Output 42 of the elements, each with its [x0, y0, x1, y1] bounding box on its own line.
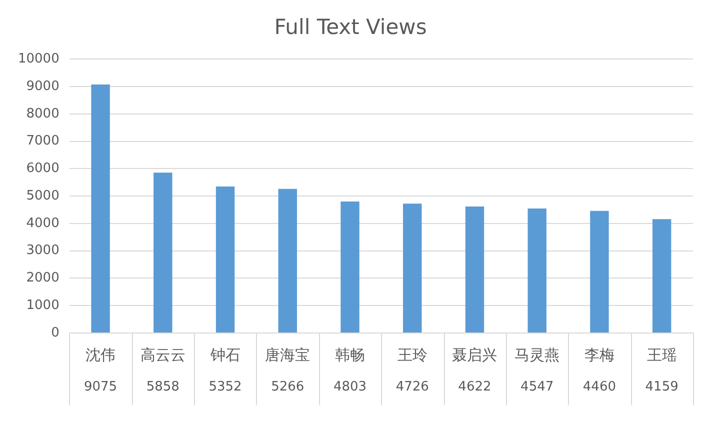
bar — [154, 172, 172, 332]
chart-title: Full Text Views — [274, 15, 427, 40]
x-tick-label: 钟石 — [209, 346, 240, 364]
x-tick-label: 唐海宝 — [265, 346, 310, 364]
data-label: 9075 — [84, 379, 118, 394]
y-tick-label: 7000 — [26, 134, 60, 149]
x-tick-label: 高云云 — [140, 346, 186, 364]
data-label: 4159 — [645, 379, 678, 394]
x-tick-label: 马灵燕 — [514, 346, 560, 364]
bar — [340, 201, 360, 332]
y-tick-label: 9000 — [26, 78, 60, 94]
bar — [91, 84, 110, 332]
y-tick-label: 10000 — [18, 52, 60, 67]
data-label: 4622 — [458, 379, 492, 394]
bar — [590, 210, 609, 332]
bar — [652, 219, 672, 332]
bar — [216, 186, 235, 332]
y-tick-label: 5000 — [26, 188, 60, 204]
data-label: 4460 — [582, 379, 616, 394]
y-tick-label: 2000 — [26, 270, 60, 286]
data-label: 4547 — [520, 379, 554, 394]
x-tick-label: 韩畅 — [334, 346, 365, 364]
x-tick-label: 聂启兴 — [452, 346, 498, 364]
data-label: 5858 — [146, 379, 180, 394]
bar — [528, 208, 546, 332]
data-label: 5352 — [208, 379, 242, 394]
x-tick-label: 沈伟 — [86, 346, 116, 364]
data-label: 4803 — [333, 379, 367, 394]
bar — [465, 206, 484, 332]
y-tick-label: 6000 — [26, 161, 60, 176]
data-label: 4726 — [396, 379, 429, 394]
y-tick-label: 0 — [51, 325, 60, 340]
x-tick-label: 王玲 — [397, 346, 428, 364]
bar — [403, 204, 422, 332]
x-tick-label: 李梅 — [584, 346, 614, 364]
y-tick-label: 8000 — [26, 106, 60, 122]
x-tick-label: 王瑶 — [646, 346, 677, 364]
data-label: 5266 — [271, 379, 304, 394]
y-tick-label: 4000 — [26, 216, 60, 231]
y-tick-label: 3000 — [26, 243, 60, 258]
y-tick-label: 1000 — [26, 298, 60, 313]
bar — [278, 188, 297, 332]
